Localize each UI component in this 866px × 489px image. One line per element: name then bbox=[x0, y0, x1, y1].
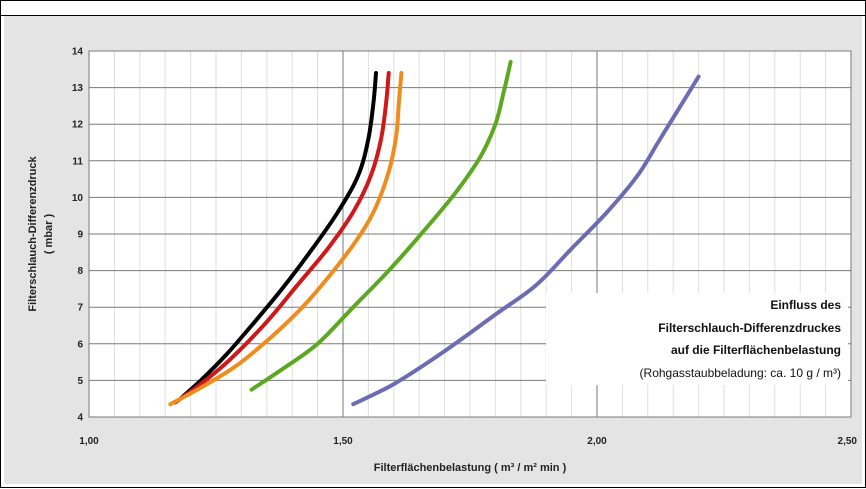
x-tick-label: 1,00 bbox=[79, 436, 99, 447]
annotation-box: Einfluss des Filterschlauch-Differenzdru… bbox=[546, 293, 848, 385]
series-line bbox=[173, 71, 391, 405]
x-axis-title: Filterflächenbelastung ( m³ / m² min ) bbox=[374, 462, 567, 474]
y-axis-title: Filterschlauch-Differenzdruck bbox=[27, 155, 39, 311]
y-tick-label: 4 bbox=[77, 413, 83, 424]
y-tick-label: 6 bbox=[77, 339, 83, 350]
y-tick-label: 11 bbox=[72, 156, 83, 167]
y-axis-unit: ( mbar ) bbox=[43, 213, 55, 254]
top-strip bbox=[1, 1, 865, 16]
y-tick-label: 5 bbox=[77, 376, 83, 387]
y-tick-label: 8 bbox=[77, 266, 83, 277]
x-tick-label: 2,00 bbox=[587, 436, 607, 447]
series-line bbox=[351, 74, 701, 407]
annotation-line-3: auf die Filterflächenbelastung bbox=[671, 343, 841, 357]
x-tick-label: 2,50 bbox=[838, 436, 858, 447]
y-tick-label: 9 bbox=[77, 230, 83, 241]
y-tick-label: 12 bbox=[72, 120, 84, 131]
x-tick-label: 1,50 bbox=[333, 436, 353, 447]
annotation-line-4: (Rohgasstaubbeladung: ca. 10 g / m³) bbox=[640, 366, 841, 380]
y-tick-label: 14 bbox=[72, 47, 84, 58]
series-line bbox=[178, 71, 378, 401]
grid bbox=[88, 50, 852, 418]
y-tick-label: 7 bbox=[77, 303, 83, 314]
y-tick-label: 13 bbox=[72, 83, 84, 94]
y-tick-label: 10 bbox=[72, 193, 84, 204]
annotation-line-2: Filterschlauch-Differenzdruckes bbox=[658, 321, 841, 335]
series-line bbox=[168, 71, 404, 407]
series-line bbox=[249, 60, 513, 392]
annotation-line-1: Einfluss des bbox=[770, 298, 841, 312]
annotation-background bbox=[546, 293, 848, 385]
series-lines bbox=[168, 60, 701, 407]
tick-labels: 4 5 6 7 8 9 10 11 12 13 14 1,00 1,50 2,00 2,50 bbox=[72, 47, 858, 448]
